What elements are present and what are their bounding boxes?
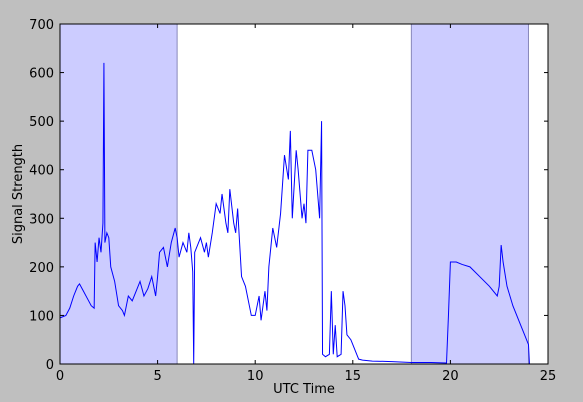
y-tick-label: 600: [29, 67, 54, 82]
y-tick-label: 200: [29, 261, 54, 276]
x-tick-label: 25: [540, 369, 557, 384]
x-tick-label: 0: [56, 369, 64, 384]
y-tick-label: 700: [29, 18, 54, 33]
y-tick-label: 400: [29, 164, 54, 179]
x-tick-label: 20: [442, 369, 459, 384]
y-axis-label: Signal Strength: [11, 144, 26, 244]
y-tick-label: 500: [29, 115, 54, 130]
y-tick-label: 100: [29, 309, 54, 324]
x-tick-label: 10: [247, 369, 264, 384]
x-tick-label: 15: [345, 369, 362, 384]
shaded-span: [59, 23, 178, 365]
y-tick-label: 0: [46, 358, 54, 373]
plot-frame: [59, 23, 549, 365]
x-tick-label: 5: [153, 369, 161, 384]
x-axis-label: UTC Time: [273, 382, 335, 397]
y-tick-label: 300: [29, 212, 54, 227]
data-line: [59, 62, 530, 365]
shaded-span: [410, 23, 529, 365]
